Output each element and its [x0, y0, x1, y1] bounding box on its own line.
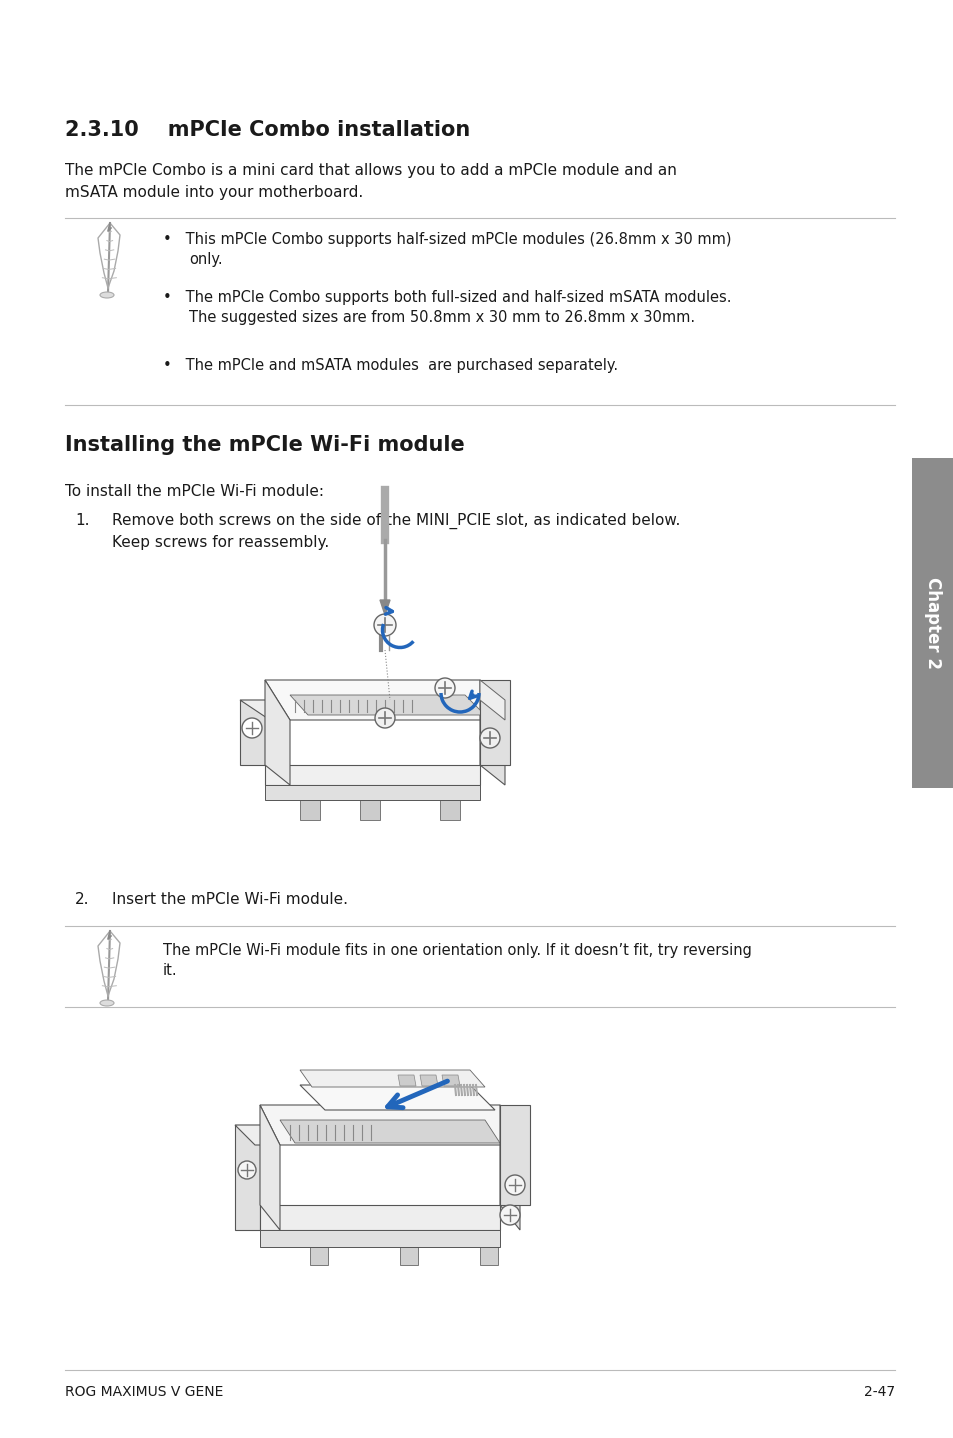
Polygon shape: [260, 1229, 499, 1247]
Text: 2.: 2.: [75, 892, 90, 907]
Bar: [911, 457, 953, 788]
Polygon shape: [379, 600, 390, 615]
Text: 2.3.10    mPCIe Combo installation: 2.3.10 mPCIe Combo installation: [65, 119, 470, 139]
Text: •   The mPCIe Combo supports both full-sized and half-sized mSATA modules.: • The mPCIe Combo supports both full-siz…: [163, 290, 731, 305]
Text: 1.: 1.: [75, 513, 90, 528]
Text: The suggested sizes are from 50.8mm x 30 mm to 26.8mm x 30mm.: The suggested sizes are from 50.8mm x 30…: [189, 311, 695, 325]
Polygon shape: [499, 1104, 530, 1205]
Polygon shape: [479, 680, 504, 720]
Polygon shape: [299, 1086, 495, 1110]
Polygon shape: [260, 1104, 519, 1145]
Polygon shape: [290, 695, 484, 715]
Polygon shape: [240, 700, 265, 765]
Polygon shape: [439, 800, 459, 820]
Polygon shape: [234, 1125, 280, 1145]
Text: Chapter 2: Chapter 2: [923, 577, 941, 669]
Circle shape: [242, 718, 262, 738]
Polygon shape: [479, 1247, 497, 1265]
Circle shape: [479, 728, 499, 748]
Text: The mPCIe Combo is a mini card that allows you to add a mPCIe module and an: The mPCIe Combo is a mini card that allo…: [65, 162, 677, 178]
Text: 2-47: 2-47: [863, 1385, 894, 1399]
Polygon shape: [419, 1076, 437, 1086]
Text: To install the mPCIe Wi-Fi module:: To install the mPCIe Wi-Fi module:: [65, 485, 324, 499]
Polygon shape: [399, 1247, 417, 1265]
Circle shape: [435, 677, 455, 697]
Circle shape: [237, 1160, 255, 1179]
Text: The mPCIe Wi-Fi module fits in one orientation only. If it doesn’t fit, try reve: The mPCIe Wi-Fi module fits in one orien…: [163, 943, 751, 958]
Polygon shape: [397, 1076, 416, 1086]
Polygon shape: [479, 680, 510, 765]
Circle shape: [504, 1175, 524, 1195]
Polygon shape: [265, 785, 479, 800]
Circle shape: [374, 614, 395, 636]
Polygon shape: [265, 680, 504, 720]
Polygon shape: [499, 1104, 519, 1229]
Text: it.: it.: [163, 963, 177, 978]
Polygon shape: [234, 1125, 260, 1229]
Text: ROG MAXIMUS V GENE: ROG MAXIMUS V GENE: [65, 1385, 223, 1399]
Ellipse shape: [100, 999, 113, 1007]
Polygon shape: [260, 1104, 280, 1229]
Polygon shape: [299, 1070, 484, 1087]
Polygon shape: [240, 700, 290, 720]
Polygon shape: [265, 680, 290, 785]
Text: •   This mPCIe Combo supports half-sized mPCIe modules (26.8mm x 30 mm): • This mPCIe Combo supports half-sized m…: [163, 232, 731, 247]
Polygon shape: [280, 1120, 499, 1143]
Polygon shape: [359, 800, 379, 820]
Text: Remove both screws on the side of the MINI_PCIE slot, as indicated below.: Remove both screws on the side of the MI…: [112, 513, 679, 529]
Text: •   The mPCIe and mSATA modules  are purchased separately.: • The mPCIe and mSATA modules are purcha…: [163, 358, 618, 372]
Polygon shape: [479, 680, 504, 785]
Polygon shape: [441, 1076, 459, 1086]
Text: only.: only.: [189, 252, 222, 267]
Circle shape: [375, 707, 395, 728]
Ellipse shape: [100, 292, 113, 298]
Text: mSATA module into your motherboard.: mSATA module into your motherboard.: [65, 186, 363, 200]
Polygon shape: [310, 1247, 328, 1265]
Text: Installing the mPCIe Wi-Fi module: Installing the mPCIe Wi-Fi module: [65, 436, 464, 454]
Text: Keep screws for reassembly.: Keep screws for reassembly.: [112, 535, 329, 549]
Polygon shape: [260, 1205, 499, 1229]
Circle shape: [499, 1205, 519, 1225]
Text: Insert the mPCIe Wi-Fi module.: Insert the mPCIe Wi-Fi module.: [112, 892, 348, 907]
Polygon shape: [265, 765, 479, 785]
Polygon shape: [299, 800, 319, 820]
